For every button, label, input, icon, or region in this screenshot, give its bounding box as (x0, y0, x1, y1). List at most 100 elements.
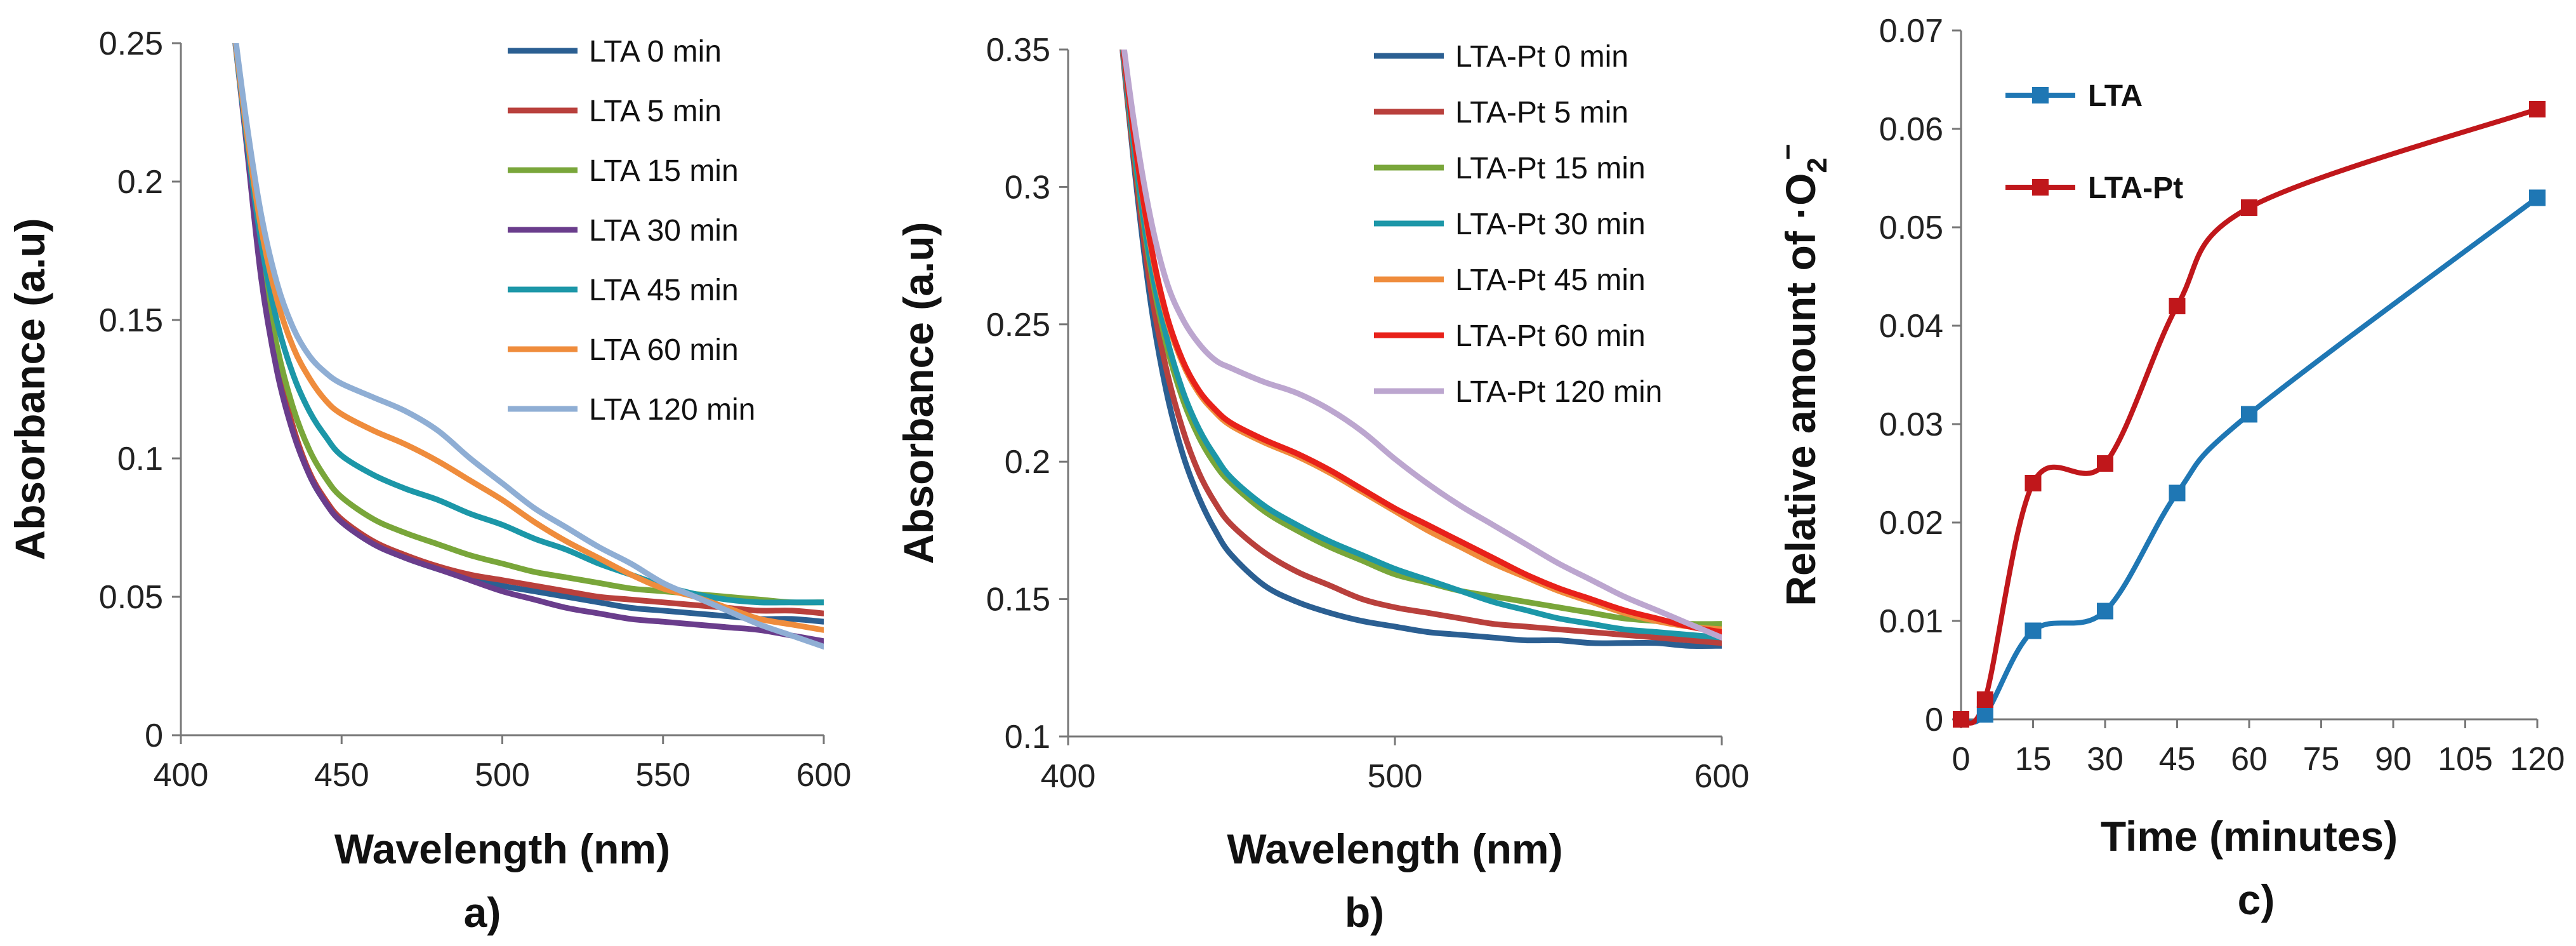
legend-label: LTA-Pt 60 min (1455, 319, 1646, 353)
series-line-1 (232, 43, 824, 625)
data-point-2-4 (2097, 455, 2113, 472)
legend-label: LTA (2088, 79, 2143, 113)
x-tick-label: 550 (635, 757, 690, 794)
y-axis-title-text: Relative amount of ·O (1777, 173, 1824, 606)
y-tick-label: 0.04 (1879, 308, 1943, 345)
x-tick-label: 90 (2375, 741, 2412, 778)
legend-label: LTA 60 min (589, 333, 739, 367)
x-tick-label: 0 (1952, 741, 1971, 778)
data-point-1-6 (2241, 406, 2257, 423)
legend-label: LTA 15 min (589, 154, 739, 188)
y-tick-label: 0.2 (117, 164, 163, 201)
data-point-1-7 (2529, 189, 2546, 206)
series-group (1958, 107, 2540, 726)
x-tick-label: 45 (2159, 741, 2196, 778)
y-tick-label: 0 (1925, 702, 1943, 738)
series-line-7 (233, 43, 824, 650)
series-line-2 (1958, 107, 2540, 726)
x-tick-label: 500 (1368, 758, 1423, 795)
data-point-1-2 (1976, 706, 1993, 723)
y-tick-label: 0.35 (986, 32, 1050, 69)
x-axis-title: Time (minutes) (2101, 813, 2398, 860)
y-tick-label: 0.01 (1879, 603, 1943, 640)
y-tick-label: 0.05 (1879, 210, 1943, 246)
data-point-2-2 (1976, 691, 1993, 708)
panel-label: a) (464, 889, 501, 936)
y-axis-title-text: Absorbance (a.u) (6, 218, 53, 560)
y-tick-label: 0.07 (1879, 13, 1943, 50)
y-tick-label: 0.02 (1879, 505, 1943, 542)
legend-label: LTA-Pt 45 min (1455, 263, 1646, 297)
series-line-7 (1121, 50, 1722, 641)
legend-label: LTA-Pt 5 min (1455, 96, 1628, 130)
data-point-1-4 (2097, 603, 2113, 620)
legend-marker (2032, 87, 2049, 103)
y-axis-title-subscript: 2 (1802, 157, 1833, 173)
y-tick-label: 0.06 (1879, 111, 1943, 148)
x-tick-label: 400 (154, 757, 209, 794)
legend-label: LTA 45 min (589, 274, 739, 307)
legend: LTA LTA-Pt (2005, 79, 2183, 205)
data-point-2-1 (1953, 711, 1969, 728)
y-tick-label: 0.15 (99, 302, 163, 339)
y-axis-title-text: Absorbance (a.u) (895, 222, 942, 564)
legend-label: LTA-Pt 15 min (1455, 152, 1646, 185)
legend-label: LTA 0 min (589, 35, 722, 69)
data-point-1-5 (2169, 484, 2186, 502)
legend-label: LTA 120 min (589, 393, 755, 427)
y-axis-title: Absorbance (a.u) (6, 218, 53, 560)
x-tick-label: 450 (314, 757, 369, 794)
y-tick-label: 0.05 (99, 579, 163, 616)
legend-marker (2032, 179, 2049, 196)
panel-label: c) (2238, 876, 2275, 923)
data-point-2-3 (2024, 475, 2042, 491)
legend: LTA 0 min LTA 5 min LTA 15 min LTA 30 min LT… (508, 35, 755, 427)
series-line-1 (1958, 195, 2540, 725)
y-axis-title: Relative amount of ·O2− (1773, 143, 1833, 606)
legend-label: LTA 5 min (589, 95, 722, 128)
series-line-2 (1120, 50, 1722, 646)
series-line-4 (1120, 50, 1722, 641)
y-tick-label: 0.3 (1005, 169, 1050, 206)
x-tick-label: 30 (2087, 741, 2124, 778)
y-tick-label: 0.2 (1005, 444, 1050, 481)
x-tick-label: 75 (2303, 741, 2340, 778)
x-tick-label: 60 (2231, 741, 2268, 778)
data-point-2-5 (2169, 298, 2186, 314)
legend-label: LTA 30 min (589, 214, 739, 248)
legend-label: LTA-Pt 0 min (1455, 40, 1628, 74)
data-point-2-6 (2241, 199, 2257, 216)
legend-label: LTA-Pt 120 min (1455, 375, 1662, 409)
y-tick-label: 0.25 (99, 25, 163, 62)
legend: LTA-Pt 0 min LTA-Pt 5 min LTA-Pt 15 min LTA… (1374, 40, 1662, 409)
chart-b: 0.1 0.15 0.2 0.25 0.3 0.35 400 500 600 Wavelength… (895, 32, 1750, 936)
x-axis-title: Wavelength (nm) (1227, 825, 1562, 872)
y-tick-label: 0 (145, 717, 163, 754)
x-tick-label: 120 (2510, 741, 2565, 778)
y-tick-label: 0.1 (1005, 719, 1050, 756)
series-line-5 (1120, 50, 1722, 632)
series-line-3 (1120, 50, 1722, 627)
x-tick-label: 400 (1041, 758, 1096, 795)
y-tick-label: 0.15 (986, 582, 1050, 618)
x-tick-label: 500 (475, 757, 530, 794)
data-point-1-3 (2024, 622, 2042, 639)
chart-c: 0 0.01 0.02 0.03 0.04 0.05 0.06 0.07 0 15 30 45 60 75… (1773, 13, 2565, 923)
x-tick-label: 600 (796, 757, 852, 794)
legend-label: LTA-Pt 30 min (1455, 208, 1646, 241)
series-line-1 (1120, 50, 1722, 650)
series-line-4 (232, 43, 824, 644)
series-group (1120, 50, 1722, 650)
y-tick-label: 0.25 (986, 307, 1050, 343)
x-axis-title: Wavelength (nm) (334, 825, 670, 872)
series-line-6 (1120, 50, 1722, 635)
x-tick-label: 600 (1694, 758, 1750, 795)
series-group (232, 43, 824, 650)
panel-label: b) (1345, 889, 1384, 936)
chart-a: 0 0.05 0.1 0.15 0.2 0.25 400 450 500 550 600 Wavele… (6, 25, 852, 936)
legend-label: LTA-Pt (2088, 171, 2183, 205)
data-point-2-7 (2529, 101, 2546, 117)
x-tick-label: 15 (2015, 741, 2052, 778)
y-tick-label: 0.03 (1879, 406, 1943, 443)
